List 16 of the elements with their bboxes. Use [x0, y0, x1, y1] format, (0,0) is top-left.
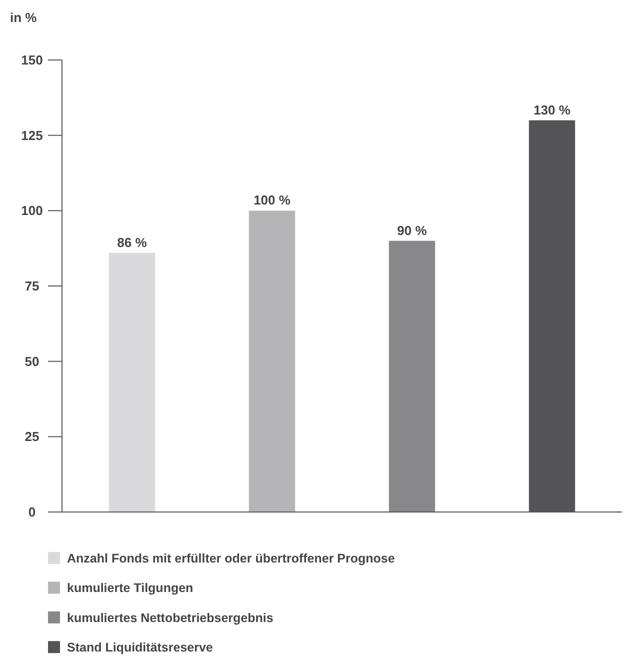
y-axis-title: in % — [10, 10, 38, 25]
y-tick-label: 50 — [24, 354, 40, 369]
y-tick-label: 75 — [24, 278, 40, 294]
legend-label: Stand Liquiditätsreserve — [67, 640, 213, 654]
y-tick-label: 0 — [28, 504, 36, 520]
data-label: 130 % — [534, 102, 571, 118]
y-tick-label: 25 — [24, 429, 40, 444]
y-tick-label: 125 — [21, 128, 43, 143]
data-label: 100 % — [254, 192, 291, 208]
y-tick-label: 150 — [21, 52, 43, 68]
legend-label: kumuliertes Nettobetriebsergebnis — [67, 610, 274, 625]
y-tick-label: 100 — [21, 203, 43, 218]
legend-label: kumulierte Tilgungen — [67, 581, 194, 596]
data-label: 86 % — [117, 234, 148, 250]
legend-label: Anzahl Fonds mit erfüllter oder übertroffener Prognose — [67, 551, 395, 566]
data-label: 90 % — [397, 222, 428, 238]
